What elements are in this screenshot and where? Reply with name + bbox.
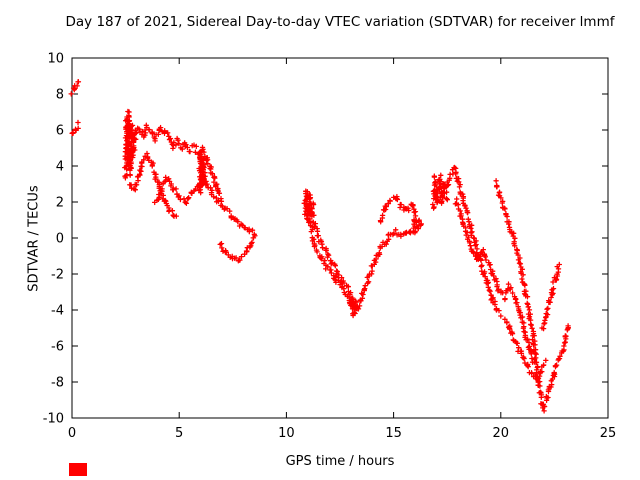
- x-tick-label: 5: [175, 426, 183, 441]
- x-tick-label: 15: [385, 426, 402, 441]
- y-tick-label: 2: [56, 196, 64, 211]
- data-series: [68, 79, 572, 414]
- x-tick-label: 0: [68, 426, 76, 441]
- x-tick-label: 20: [493, 426, 510, 441]
- y-tick-label: -10: [43, 412, 64, 427]
- y-tick-label: -2: [51, 268, 64, 283]
- x-tick-label: 10: [278, 426, 295, 441]
- y-tick-label: 6: [56, 124, 64, 139]
- y-tick-label: -4: [51, 304, 64, 319]
- y-tick-label: -6: [51, 340, 64, 355]
- y-tick-label: 10: [47, 52, 64, 67]
- x-tick-label: 25: [600, 426, 617, 441]
- y-tick-label: -8: [51, 376, 64, 391]
- chart-title: Day 187 of 2021, Sidereal Day-to-day VTE…: [65, 14, 615, 30]
- y-tick-label: 4: [56, 160, 64, 175]
- y-tick-label: 8: [56, 88, 64, 103]
- x-axis-label: GPS time / hours: [285, 454, 395, 469]
- y-tick-label: 0: [56, 232, 64, 247]
- series-color-swatch: [69, 463, 87, 476]
